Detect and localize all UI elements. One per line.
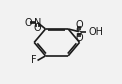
Text: S: S [76, 27, 82, 37]
Text: O: O [34, 23, 41, 33]
Text: N: N [34, 18, 41, 28]
Text: F: F [31, 55, 37, 65]
Text: O: O [75, 20, 83, 30]
Text: O: O [75, 33, 83, 43]
Text: OH: OH [89, 27, 104, 37]
Text: O: O [24, 18, 32, 28]
